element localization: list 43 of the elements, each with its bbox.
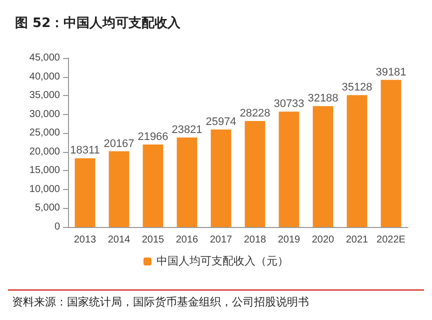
y-tick-label: 35,000	[29, 90, 60, 102]
bar	[244, 120, 266, 227]
data-label: 25974	[206, 116, 236, 128]
x-tick-label: 2015	[142, 234, 165, 246]
bar	[380, 80, 402, 227]
bar	[74, 158, 96, 227]
data-label: 21966	[138, 131, 168, 144]
bar	[346, 95, 368, 227]
y-tick-label: 10,000	[29, 184, 60, 195]
bar	[312, 106, 334, 227]
data-label: 18311	[70, 144, 100, 157]
bar	[278, 112, 300, 227]
bar	[142, 144, 164, 227]
bar	[210, 129, 232, 227]
x-tick-label: 2018	[244, 234, 267, 246]
y-tick-label: 5,000	[34, 202, 60, 214]
y-tick-label: 30,000	[29, 108, 60, 120]
y-tick-label: 40,000	[29, 71, 60, 82]
x-tick-label: 2013	[74, 234, 97, 246]
y-tick-label: 45,000	[29, 52, 60, 64]
data-label: 23821	[172, 124, 202, 136]
x-tick-label: 2016	[176, 234, 199, 246]
x-tick-label: 2021	[346, 234, 369, 246]
x-tick-label: 2017	[210, 234, 233, 246]
y-tick-label: 0	[54, 222, 60, 232]
x-tick-label: 2022E	[376, 234, 406, 246]
chart-title: 图 52：中国人均可支配收入	[15, 15, 182, 31]
y-tick-label: 15,000	[29, 165, 60, 176]
data-label: 20167	[104, 138, 134, 150]
legend-label: 中国人均可支配收入（元）	[156, 254, 288, 268]
data-label: 30733	[274, 98, 304, 110]
y-tick-label: 20,000	[29, 146, 60, 158]
x-tick-label: 2020	[312, 234, 335, 246]
data-label: 32188	[308, 92, 338, 105]
y-tick-label: 25,000	[29, 128, 60, 139]
bar	[176, 138, 198, 227]
bar	[108, 151, 130, 227]
data-label: 39181	[376, 66, 406, 78]
data-label: 28228	[240, 107, 270, 120]
data-label: 35128	[342, 82, 372, 94]
x-tick-label: 2014	[108, 234, 131, 246]
x-tick-label: 2019	[278, 234, 301, 246]
text: 资料来源：国家统计局，国际货币基金组织，公司招股说明书	[12, 296, 309, 308]
